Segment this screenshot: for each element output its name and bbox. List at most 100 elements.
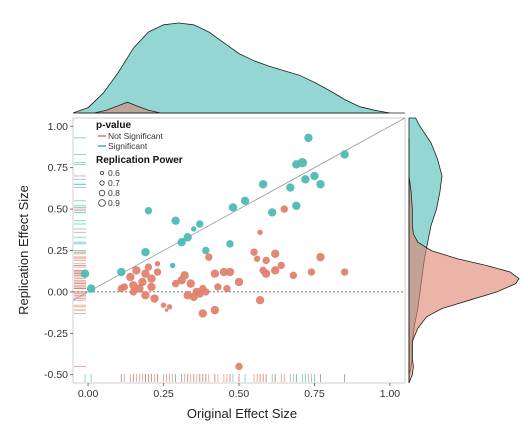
- point-not-significant: [144, 263, 153, 271]
- point-not-significant: [210, 305, 220, 315]
- point-not-significant: [120, 283, 129, 291]
- point-not-significant: [271, 249, 280, 259]
- legend-size-marker-0.8: [98, 189, 106, 197]
- legend-size-marker-0.7: [99, 180, 105, 186]
- legend-not-significant-label: Not Significant: [108, 131, 163, 141]
- point-not-significant: [150, 294, 159, 303]
- point-not-significant: [340, 268, 349, 276]
- x-density-not-significant: [94, 101, 161, 114]
- point-significant: [80, 269, 90, 278]
- point-not-significant: [147, 282, 156, 292]
- point-not-significant: [166, 304, 173, 310]
- point-not-significant: [234, 277, 244, 287]
- point-not-significant: [135, 284, 144, 293]
- point-not-significant: [280, 205, 288, 213]
- point-not-significant: [253, 255, 261, 262]
- point-significant: [316, 180, 325, 189]
- point-significant: [304, 133, 313, 143]
- point-significant: [169, 262, 176, 269]
- x-marginal-density: [72, 22, 405, 114]
- point-significant: [292, 201, 301, 210]
- point-not-significant: [138, 277, 147, 287]
- point-not-significant: [235, 362, 243, 371]
- point-not-significant: [147, 274, 156, 283]
- y-tick-label: 0.75: [48, 162, 69, 174]
- x-tick-label: 1.00: [380, 388, 401, 400]
- point-significant: [286, 183, 295, 192]
- point-not-significant: [129, 288, 138, 296]
- point-not-significant: [141, 291, 150, 300]
- point-not-significant: [257, 229, 263, 235]
- point-not-significant: [202, 288, 210, 296]
- legend: p-value Not Significant Significant Repl…: [96, 120, 183, 208]
- legend-size-marker-0.6: [100, 170, 105, 175]
- x-tick-label: 0.25: [153, 388, 174, 400]
- legend-color-title: p-value: [96, 120, 131, 131]
- point-not-significant: [289, 271, 298, 280]
- point-not-significant: [316, 252, 325, 262]
- point-significant: [268, 208, 277, 217]
- legend-size-label-0.6: 0.6: [108, 168, 120, 178]
- point-significant: [141, 247, 150, 257]
- reference-lines: [72, 117, 406, 301]
- y-tick-label: 0.25: [48, 245, 69, 257]
- point-not-significant: [186, 279, 195, 288]
- point-not-significant: [277, 261, 285, 270]
- point-not-significant: [205, 253, 213, 261]
- point-not-significant: [132, 266, 141, 275]
- point-significant: [297, 158, 308, 168]
- point-significant: [183, 233, 192, 242]
- data-points: [80, 133, 349, 371]
- legend-significant-label: Significant: [108, 141, 148, 151]
- point-not-significant: [198, 309, 207, 318]
- point-not-significant: [250, 248, 258, 256]
- point-significant: [240, 196, 250, 206]
- point-not-significant: [262, 256, 270, 265]
- point-significant: [202, 246, 210, 255]
- point-significant: [86, 284, 96, 293]
- point-significant: [340, 150, 349, 159]
- legend-size-label-0.7: 0.7: [108, 178, 120, 188]
- point-significant: [177, 238, 186, 247]
- point-significant: [191, 226, 197, 232]
- point-not-significant: [171, 279, 180, 288]
- y-marginal-density: [408, 117, 520, 384]
- x-tick-label: 0.75: [304, 388, 325, 400]
- point-not-significant: [141, 269, 150, 278]
- legend-size-label-0.8: 0.8: [108, 188, 120, 198]
- y-tick-label: 0.00: [48, 286, 69, 298]
- point-significant: [310, 171, 319, 181]
- point-not-significant: [160, 302, 167, 308]
- legend-size-title: Replication Power: [96, 155, 183, 166]
- point-not-significant: [180, 271, 189, 280]
- x-density-significant: [72, 22, 390, 114]
- point-not-significant: [225, 267, 235, 277]
- point-not-significant: [164, 308, 169, 312]
- point-not-significant: [219, 267, 229, 277]
- legend-size-marker-0.9: [98, 199, 106, 207]
- x-tick-label: 0.00: [78, 388, 99, 400]
- point-not-significant: [214, 283, 222, 291]
- x-tick-label: 0.50: [229, 388, 250, 400]
- point-not-significant: [154, 261, 161, 267]
- y-density-not-significant: [408, 175, 520, 384]
- y-tick-label: 0.50: [48, 204, 69, 216]
- point-significant: [228, 203, 238, 212]
- point-significant: [196, 220, 204, 228]
- y-axis-label: Replication Effect Size: [16, 185, 31, 315]
- point-significant: [117, 267, 126, 277]
- point-not-significant: [255, 295, 265, 305]
- identity-line: [72, 117, 406, 301]
- point-significant: [301, 175, 310, 184]
- plot-panel: [72, 117, 406, 384]
- x-axis-label: Original Effect Size: [187, 406, 297, 421]
- y-tick-label: -0.50: [44, 369, 68, 381]
- point-not-significant: [261, 269, 271, 278]
- y-tick-label: 1.00: [48, 121, 69, 133]
- legend-size-label-0.9: 0.9: [108, 198, 120, 208]
- point-not-significant: [271, 266, 280, 275]
- point-significant: [171, 216, 180, 225]
- point-not-significant: [210, 269, 220, 278]
- point-not-significant: [307, 268, 316, 276]
